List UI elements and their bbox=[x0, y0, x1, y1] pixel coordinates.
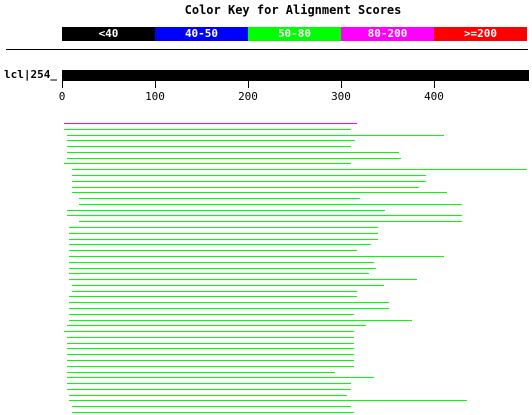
axis-tick-label: 400 bbox=[424, 90, 444, 103]
alignment-hit[interactable] bbox=[67, 343, 354, 344]
alignment-hit[interactable] bbox=[67, 152, 399, 153]
axis-line bbox=[62, 80, 529, 81]
axis-tick-label: 100 bbox=[145, 90, 165, 103]
divider-line bbox=[6, 49, 528, 50]
color-key-cell-80-200: 80-200 bbox=[341, 27, 434, 41]
alignment-hit[interactable] bbox=[69, 395, 347, 396]
alignment-hit[interactable] bbox=[64, 129, 351, 130]
alignment-hit[interactable] bbox=[69, 314, 354, 315]
alignment-hit[interactable] bbox=[72, 175, 426, 176]
alignment-hit[interactable] bbox=[67, 140, 355, 141]
alignment-hit[interactable] bbox=[67, 366, 354, 367]
axis-tick bbox=[62, 80, 63, 88]
alignment-hit[interactable] bbox=[67, 337, 354, 338]
alignment-hit[interactable] bbox=[79, 204, 462, 205]
axis-tick-label: 0 bbox=[59, 90, 66, 103]
alignment-hit[interactable] bbox=[67, 325, 366, 326]
alignment-hit[interactable] bbox=[69, 250, 357, 251]
alignment-hit[interactable] bbox=[67, 360, 354, 361]
alignment-hit[interactable] bbox=[69, 296, 357, 297]
alignment-hit[interactable] bbox=[67, 215, 462, 216]
axis-tick-label: 200 bbox=[238, 90, 258, 103]
color-key-cell-40-50: 40-50 bbox=[155, 27, 248, 41]
alignment-hit[interactable] bbox=[67, 383, 351, 384]
alignment-hit[interactable] bbox=[67, 389, 351, 390]
alignment-hit[interactable] bbox=[69, 320, 412, 321]
alignment-hit[interactable] bbox=[72, 285, 384, 286]
alignment-hit[interactable] bbox=[64, 331, 354, 332]
alignment-hit[interactable] bbox=[69, 302, 389, 303]
alignment-hit[interactable] bbox=[79, 221, 462, 222]
alignment-hit[interactable] bbox=[79, 198, 360, 199]
alignment-hit[interactable] bbox=[64, 163, 351, 164]
alignment-hit[interactable] bbox=[67, 158, 401, 159]
color-key: <40 40-50 50-80 80-200 >=200 bbox=[62, 27, 527, 41]
color-key-cell-50-80: 50-80 bbox=[248, 27, 341, 41]
alignment-hit[interactable] bbox=[69, 244, 371, 245]
color-key-cell-lt40: <40 bbox=[62, 27, 155, 41]
alignment-hit[interactable] bbox=[69, 227, 378, 228]
axis-tick bbox=[434, 80, 435, 88]
axis-tick bbox=[155, 80, 156, 88]
query-label[interactable]: lcl|254_ bbox=[4, 68, 57, 81]
alignment-hit[interactable] bbox=[69, 233, 378, 234]
query-bar bbox=[62, 70, 529, 80]
color-key-cell-gte200: >=200 bbox=[434, 27, 527, 41]
alignment-hit[interactable] bbox=[67, 348, 354, 349]
alignment-hit[interactable] bbox=[72, 406, 351, 407]
axis-tick bbox=[341, 80, 342, 88]
alignment-hit[interactable] bbox=[67, 135, 444, 136]
alignment-hit[interactable] bbox=[64, 123, 357, 124]
alignment-hit[interactable] bbox=[72, 412, 354, 413]
alignment-hit[interactable] bbox=[69, 308, 389, 309]
alignment-hit[interactable] bbox=[69, 279, 417, 280]
alignment-hit[interactable] bbox=[69, 268, 376, 269]
alignment-hit[interactable] bbox=[67, 372, 335, 373]
axis-tick bbox=[248, 80, 249, 88]
alignment-hit[interactable] bbox=[72, 291, 357, 292]
axis-tick-label: 300 bbox=[331, 90, 351, 103]
alignment-hit[interactable] bbox=[69, 256, 444, 257]
alignment-hit[interactable] bbox=[72, 169, 527, 170]
color-key-title: Color Key for Alignment Scores bbox=[0, 3, 532, 17]
alignment-hit[interactable] bbox=[67, 210, 385, 211]
alignment-hit[interactable] bbox=[67, 377, 374, 378]
alignment-hit[interactable] bbox=[69, 239, 378, 240]
alignment-hit[interactable] bbox=[67, 146, 351, 147]
alignment-hit[interactable] bbox=[72, 187, 419, 188]
alignment-hit[interactable] bbox=[69, 273, 369, 274]
alignment-hit[interactable] bbox=[69, 400, 467, 401]
alignment-hit[interactable] bbox=[69, 262, 374, 263]
alignment-hit[interactable] bbox=[72, 192, 447, 193]
alignment-hit[interactable] bbox=[67, 354, 354, 355]
alignment-hit[interactable] bbox=[72, 181, 426, 182]
